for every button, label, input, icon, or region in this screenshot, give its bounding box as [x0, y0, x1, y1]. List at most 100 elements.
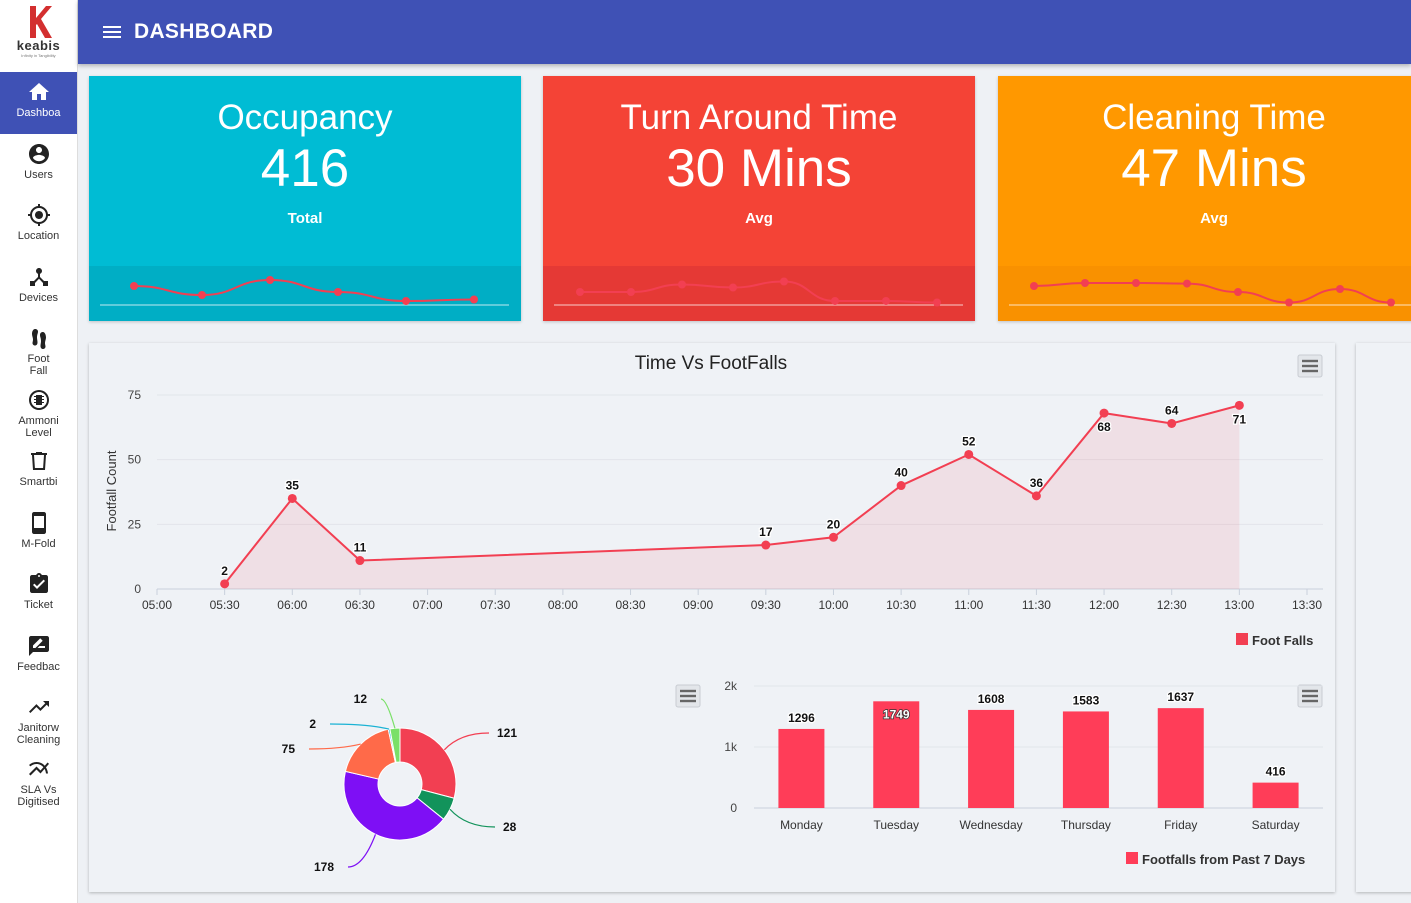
account-circle-icon: [28, 143, 49, 164]
line-chart-data-label: 36: [1030, 476, 1044, 490]
line-chart-data-label: 71: [1233, 412, 1247, 426]
card-subtitle: Avg: [745, 210, 773, 227]
sparkline-point: [1030, 282, 1038, 290]
brand-name: keabis: [16, 38, 61, 53]
line-chart-x-tick: 08:30: [616, 598, 646, 612]
hamburger-menu-icon[interactable]: [100, 20, 124, 44]
donut-slice[interactable]: [343, 770, 445, 841]
line-chart-point[interactable]: [828, 532, 838, 542]
sidebar-item-m-fold[interactable]: M-Fold: [0, 503, 77, 565]
line-chart-legend-label[interactable]: Foot Falls: [1252, 633, 1313, 648]
bar[interactable]: [968, 709, 1015, 808]
sparkline-point: [576, 288, 584, 296]
sparkline-point: [1387, 298, 1395, 307]
bar[interactable]: [873, 701, 920, 808]
bar-chart-x-tick: Monday: [780, 818, 823, 832]
bar-chart-legend-label[interactable]: Footfalls from Past 7 Days: [1142, 852, 1305, 867]
sparkline-point: [1234, 288, 1242, 296]
donut-connector: [443, 732, 490, 751]
line-chart-point[interactable]: [1099, 408, 1109, 418]
bar-chart-legend-swatch: [1126, 852, 1138, 864]
donut-slice[interactable]: [389, 727, 401, 763]
sidebar-item-label: Smartbi: [19, 476, 58, 488]
sparkline-point: [882, 297, 890, 305]
donut-slice[interactable]: [344, 728, 396, 780]
bar-chart-y-tick: 0: [730, 801, 737, 815]
sidebar-item-label: Users: [24, 168, 53, 181]
line-chart-x-tick: 05:30: [210, 598, 240, 612]
bar-data-label: 1637: [1167, 690, 1194, 704]
donut-slice[interactable]: [399, 727, 457, 799]
line-chart-point[interactable]: [761, 540, 771, 550]
sidebar-item-location[interactable]: Location: [0, 195, 77, 257]
line-chart-point[interactable]: [287, 493, 297, 503]
line-chart-data-label: 20: [827, 517, 841, 531]
sidebar-item-feedbac[interactable]: Feedbac: [0, 626, 77, 688]
line-chart-point[interactable]: [1031, 491, 1041, 501]
donut-connector: [347, 834, 377, 868]
line-chart-x-tick: 12:30: [1157, 598, 1187, 612]
card-subtitle: Avg: [1200, 210, 1228, 227]
sparkline-point: [1183, 279, 1191, 288]
bar[interactable]: [778, 728, 825, 808]
sidebar-item-ticket[interactable]: Ticket: [0, 564, 77, 626]
donut-data-label: 178: [314, 860, 334, 874]
line-chart-y-tick: 75: [128, 388, 142, 402]
donut-connector: [380, 698, 396, 729]
occupancy-card[interactable]: Occupancy 416 Total: [89, 76, 521, 321]
donut-data-label: 12: [354, 692, 368, 706]
sidebar-item-dashboa[interactable]: Dashboa: [0, 72, 77, 134]
line-chart-x-tick: 06:30: [345, 598, 375, 612]
line-chart-x-tick: 09:00: [683, 598, 713, 612]
sidebar-item-foot-fall[interactable]: Foot Fall: [0, 318, 77, 380]
brand-logo[interactable]: keabis Infinity in Tangibility: [0, 0, 77, 72]
device-hub-icon: [29, 267, 48, 286]
line-chart-point[interactable]: [355, 556, 365, 566]
sparkline-point: [678, 280, 686, 289]
card-value: 30 Mins: [666, 139, 852, 198]
sidebar: keabis Infinity in Tangibility Dashboa Us…: [0, 0, 78, 903]
sidebar-item-janitorw-cleaning[interactable]: Janitorw Cleaning: [0, 687, 77, 749]
donut-chart-menu-icon[interactable]: [675, 684, 701, 708]
bar-chart-x-tick: Friday: [1164, 818, 1197, 832]
sidebar-item-label: Location: [17, 230, 60, 242]
sparkline-point: [402, 297, 410, 305]
sidebar-item-ammoni-level[interactable]: Ammoni Level: [0, 380, 77, 442]
sparkline-point: [198, 291, 206, 299]
line-chart-point[interactable]: [1234, 400, 1244, 410]
bar[interactable]: [1062, 711, 1109, 808]
sparkline-point: [470, 295, 478, 304]
line-chart-x-tick: 10:00: [818, 598, 848, 612]
bar-chart-x-tick: Thursday: [1061, 818, 1111, 832]
rate-review-icon: [28, 635, 49, 656]
line-chart-x-tick: 07:00: [413, 598, 443, 612]
donut-connector: [308, 743, 361, 750]
line-chart-x-tick: 07:30: [480, 598, 510, 612]
line-chart-menu-icon[interactable]: [1297, 354, 1323, 378]
sidebar-item-smartbi[interactable]: Smartbi: [0, 441, 77, 503]
cleaning-time-card[interactable]: Cleaning Time 47 Mins Avg: [998, 76, 1411, 321]
sidebar-item-label: Feedbac: [17, 660, 60, 673]
sidebar-item-sla-vs-digitised[interactable]: SLA Vs Digitised: [0, 749, 77, 811]
charts-panel: Time Vs FootFalls Footfall Count 0 25 50 75 05…: [89, 343, 1335, 892]
turn-around-time-card[interactable]: Turn Around Time 30 Mins Avg: [543, 76, 975, 321]
line-chart-y-tick: 50: [128, 453, 142, 467]
sidebar-item-label: SLA Vs Digitised: [17, 783, 60, 808]
sidebar-item-devices[interactable]: Devices: [0, 257, 77, 319]
card-subtitle: Total: [287, 210, 323, 227]
line-chart-point[interactable]: [220, 579, 230, 589]
trash-bin-icon: [30, 452, 47, 470]
sidebar-item-users[interactable]: Users: [0, 134, 77, 196]
line-chart-point[interactable]: [1167, 418, 1177, 428]
bar[interactable]: [1252, 782, 1299, 808]
bar-chart-menu-icon[interactable]: [1297, 684, 1323, 708]
sparkline-point: [266, 276, 274, 284]
bar[interactable]: [1157, 708, 1204, 808]
sparkline-point: [1132, 279, 1140, 287]
line-chart-point[interactable]: [964, 449, 974, 459]
trending-up-icon: [28, 701, 49, 713]
sidebar-item-label: Ammoni Level: [18, 414, 59, 439]
home-icon: [28, 83, 49, 100]
line-chart-point[interactable]: [896, 481, 906, 491]
gps-fixed-icon: [27, 204, 50, 226]
